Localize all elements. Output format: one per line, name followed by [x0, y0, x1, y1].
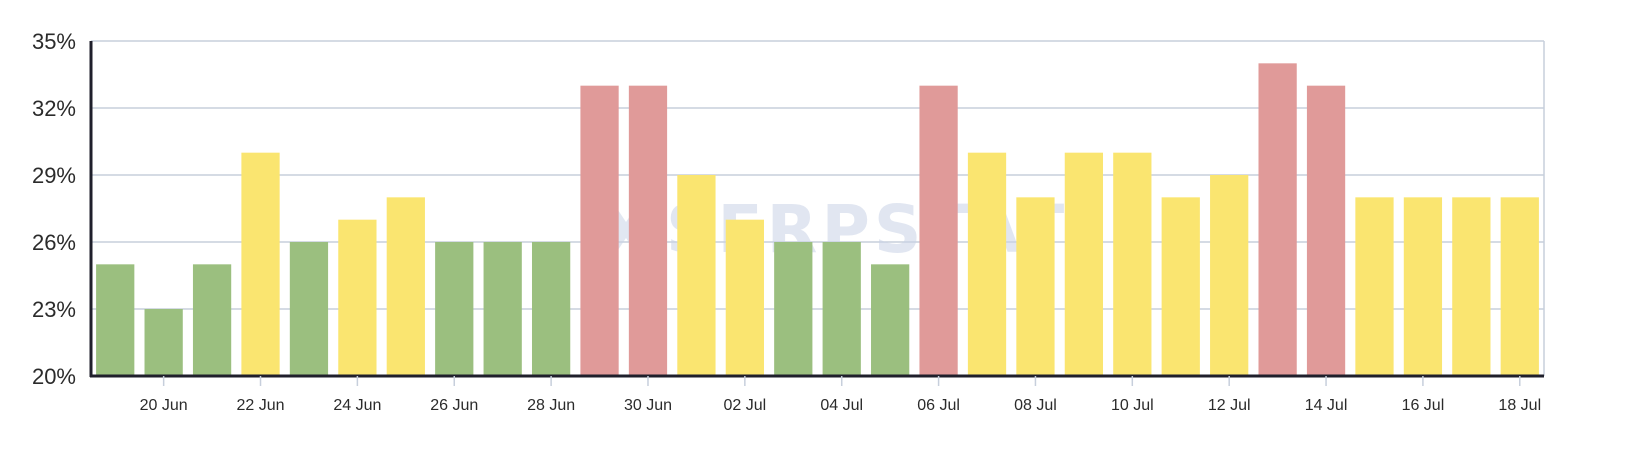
x-tick-label: 02 Jul — [723, 397, 766, 414]
x-tick-label: 10 Jul — [1111, 397, 1154, 414]
bar-29-jun[interactable] — [580, 85, 619, 377]
y-tick-label: 20% — [32, 364, 76, 389]
bar-26-jun[interactable] — [435, 242, 474, 376]
bar-12-jul[interactable] — [1210, 175, 1249, 376]
x-axis-ticks: 20 Jun 22 Jun 24 Jun 26 Jun 28 Jun 30 Jun 02 J… — [140, 376, 1541, 414]
x-tick-label: 12 Jul — [1208, 397, 1251, 414]
grid-lines — [91, 40, 1545, 376]
x-tick-label: 30 Jun — [624, 397, 672, 414]
x-tick-label: 28 Jun — [527, 397, 575, 414]
bar-04-jul[interactable] — [822, 242, 861, 376]
x-tick-label: 26 Jun — [430, 397, 478, 414]
bar-17-jul[interactable] — [1452, 197, 1491, 376]
bar-28-jun[interactable] — [531, 242, 571, 376]
x-tick-label: 20 Jun — [140, 397, 188, 414]
bar-30-jun[interactable] — [628, 85, 668, 377]
axes — [89, 41, 1544, 378]
x-tick-label: 04 Jul — [820, 397, 863, 414]
bars — [96, 63, 1539, 377]
y-tick-label: 32% — [32, 96, 76, 121]
bar-27-jun[interactable] — [483, 242, 522, 376]
x-tick-label: 18 Jul — [1498, 397, 1541, 414]
bar-08-jul[interactable] — [1016, 197, 1055, 376]
bar-06-jul[interactable] — [919, 85, 958, 377]
y-axis-ticks: 20% 23% 26% 29% 32% 35% — [32, 29, 76, 389]
bar-10-jul[interactable] — [1113, 152, 1152, 376]
bar-14-jul[interactable] — [1306, 85, 1346, 377]
bar-03-jul[interactable] — [774, 242, 813, 376]
bar-02-jul[interactable] — [725, 219, 764, 376]
y-tick-label: 23% — [32, 297, 76, 322]
bar-16-jul[interactable] — [1403, 197, 1443, 376]
bar-01-jul[interactable] — [677, 175, 716, 376]
bar-24-jun[interactable] — [338, 219, 377, 376]
bar-20-jun[interactable] — [144, 309, 183, 376]
bar-21-jun[interactable] — [192, 264, 232, 376]
y-tick-label: 35% — [32, 29, 76, 54]
x-tick-label: 06 Jul — [917, 397, 960, 414]
bar-07-jul[interactable] — [967, 152, 1007, 376]
bar-23-jun[interactable] — [289, 242, 329, 376]
bar-15-jul[interactable] — [1355, 197, 1394, 376]
y-tick-label: 29% — [32, 163, 76, 188]
y-tick-label: 26% — [32, 230, 76, 255]
x-tick-label: 24 Jun — [333, 397, 381, 414]
x-tick-label: 22 Jun — [236, 397, 284, 414]
bar-11-jul[interactable] — [1161, 197, 1200, 376]
bar-19-jun[interactable] — [96, 264, 135, 376]
x-tick-label: 08 Jul — [1014, 397, 1057, 414]
bar-13-jul[interactable] — [1258, 63, 1297, 376]
bar-18-jul[interactable] — [1500, 197, 1539, 376]
x-tick-label: 14 Jul — [1305, 397, 1348, 414]
x-tick-label: 16 Jul — [1402, 397, 1445, 414]
bar-09-jul[interactable] — [1064, 152, 1104, 376]
bar-25-jun[interactable] — [386, 197, 425, 376]
bar-05-jul[interactable] — [871, 264, 910, 376]
bar-22-jun[interactable] — [241, 152, 280, 376]
